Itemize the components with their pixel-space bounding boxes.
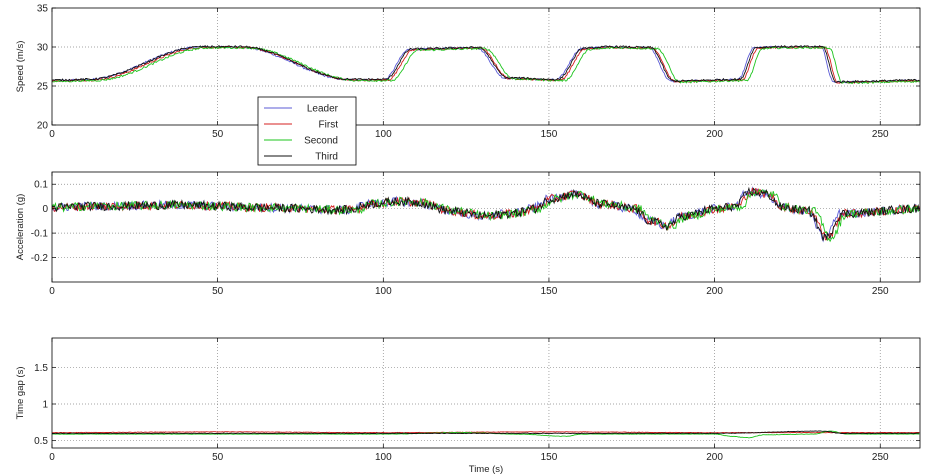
- x-tick-label: 0: [49, 452, 55, 463]
- y-axis-label: Speed (m/s): [15, 41, 26, 93]
- axes-box: [52, 172, 920, 282]
- y-axis-label: Time gap (s): [15, 367, 26, 420]
- x-tick-label: 100: [375, 452, 392, 463]
- x-tick-label: 250: [872, 452, 889, 463]
- axes-box: [52, 8, 920, 125]
- panel-1: 0 50 100 150 200 250 20 25 30 35 Speed (m/s): [15, 4, 920, 141]
- x-tick-label: 50: [212, 129, 224, 140]
- x-tick-label: 200: [706, 286, 723, 297]
- x-tick-label: 250: [872, 129, 889, 140]
- x-tick-label: 0: [49, 286, 55, 297]
- legend: Leader First Second Third: [258, 97, 356, 165]
- x-tick-label: 250: [872, 286, 889, 297]
- y-tick-label: 25: [37, 82, 49, 93]
- y-tick-label: 1.5: [34, 363, 48, 374]
- y-tick-label: 35: [37, 4, 49, 15]
- y-axis-label: Acceleration (g): [15, 194, 26, 261]
- y-tick-label: -0.1: [31, 229, 49, 240]
- x-tick-label: 200: [706, 129, 723, 140]
- legend-entry: First: [319, 120, 339, 131]
- y-tick-label: 20: [37, 121, 49, 132]
- x-tick-label: 150: [541, 286, 558, 297]
- y-tick-label: 1: [42, 400, 48, 411]
- x-tick-label: 50: [212, 286, 224, 297]
- y-tick-label: 0.1: [34, 180, 48, 191]
- x-tick-label: 100: [375, 129, 392, 140]
- x-tick-label: 0: [49, 129, 55, 140]
- y-tick-label: 0: [42, 204, 48, 215]
- y-tick-label: 30: [37, 43, 49, 54]
- legend-entry: Leader: [307, 104, 339, 115]
- legend-entry: Third: [315, 152, 338, 163]
- x-tick-label: 200: [706, 452, 723, 463]
- y-tick-label: -0.2: [31, 253, 49, 264]
- x-axis-label: Time (s): [469, 464, 503, 475]
- x-tick-label: 150: [541, 452, 558, 463]
- x-tick-label: 100: [375, 286, 392, 297]
- panel-3: 0 50 100 150 200 250 0.5 1 1.5 Time gap (s) Time (…: [15, 338, 920, 475]
- legend-entry: Second: [304, 136, 338, 147]
- series-line-first: [52, 188, 919, 240]
- series-line-third: [52, 188, 919, 240]
- y-tick-label: 0.5: [34, 436, 48, 447]
- panel-2: 0 50 100 150 200 250 -0.2 -0.1 0 0.1 Acceleration …: [15, 172, 920, 297]
- x-tick-label: 50: [212, 452, 224, 463]
- x-tick-label: 150: [541, 129, 558, 140]
